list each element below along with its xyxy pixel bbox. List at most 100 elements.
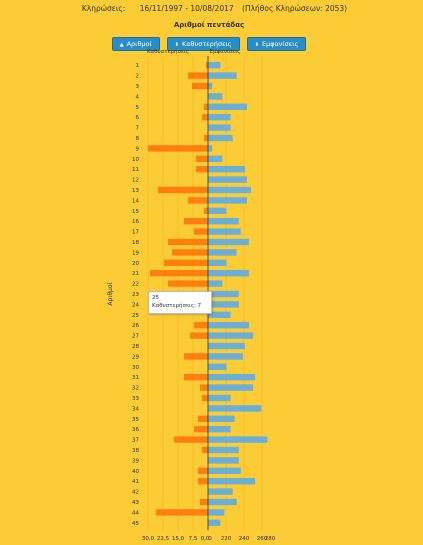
appearance-bar	[208, 394, 231, 402]
appearance-bar	[208, 498, 237, 506]
category-label: 27	[132, 334, 139, 340]
category-label: 21	[132, 271, 139, 277]
delay-bar	[188, 72, 208, 79]
category-label: 39	[132, 458, 139, 464]
category-label: 31	[132, 375, 139, 381]
delay-bar	[200, 384, 208, 391]
right-header: Εμφανίσεις	[210, 48, 241, 55]
appearance-bar	[208, 259, 227, 266]
appearance-bar	[208, 301, 239, 308]
delay-bar	[156, 509, 208, 516]
appearance-bar	[208, 103, 247, 110]
category-label: 28	[132, 344, 139, 350]
category-label: 8	[136, 136, 140, 142]
sort-by-number-button[interactable]: ▲ Αριθμοί	[111, 37, 160, 51]
appearance-bar	[208, 457, 239, 464]
chart-title: Αριθμοί πεντάδας	[173, 21, 245, 29]
category-label: 4	[136, 94, 140, 100]
delay-bar	[172, 249, 208, 256]
x-tick-label: 15,0	[172, 536, 185, 542]
tooltip: 25 Καθυστερήσεις: 7	[148, 291, 212, 314]
sort-by-appearances-button[interactable]: ⬆ Εμφανίσεις	[246, 37, 307, 51]
category-label: 16	[132, 219, 139, 225]
x-tick-label: 0	[208, 536, 212, 542]
category-label: 11	[132, 167, 139, 173]
sort-up-icon: ▲	[119, 42, 124, 48]
category-label: 18	[132, 240, 139, 246]
sort-by-delays-button[interactable]: ⬆ Καθυστερήσεις	[166, 37, 240, 51]
delay-bar	[198, 415, 208, 422]
appearance-bar	[208, 332, 254, 339]
appearance-bar	[208, 134, 233, 142]
appearance-bar	[208, 176, 247, 183]
category-label: 43	[132, 500, 139, 506]
x-tick-label: 22,5	[157, 536, 170, 542]
delay-bar	[204, 207, 208, 214]
appearance-bar	[208, 415, 235, 422]
appearance-bar	[208, 280, 223, 287]
appearance-bar	[208, 509, 225, 516]
category-label: 36	[132, 427, 139, 433]
category-label: 12	[132, 178, 139, 184]
appearance-bar	[208, 186, 252, 194]
category-label: 34	[132, 406, 139, 412]
category-label: 1	[136, 63, 140, 69]
appearance-bar	[208, 207, 227, 214]
category-label: 42	[132, 490, 139, 496]
appearance-bar	[208, 384, 254, 391]
category-label: 35	[132, 417, 139, 423]
category-label: 44	[132, 510, 139, 516]
delay-bar	[196, 155, 208, 162]
tooltip-number: 25	[152, 295, 159, 301]
category-label: 37	[132, 438, 139, 444]
delay-bar	[168, 280, 208, 287]
delay-bar	[150, 270, 208, 277]
delay-bar	[164, 259, 208, 266]
delay-bar	[204, 134, 208, 142]
appearance-bar	[208, 519, 221, 526]
category-label: 19	[132, 250, 139, 256]
x-tick-label: 0,0	[201, 536, 210, 542]
category-label: 9	[136, 146, 140, 152]
category-label: 26	[132, 323, 139, 329]
appearance-bar	[208, 114, 231, 121]
tooltip-text: Καθυστερήσεις: 7	[152, 303, 202, 310]
delay-bar	[194, 322, 208, 329]
delay-bar	[158, 186, 208, 194]
x-tick-label: 220	[221, 536, 232, 542]
x-tick-label: 240	[239, 536, 250, 542]
appearance-bar	[208, 124, 231, 131]
appearance-bar	[208, 426, 231, 433]
delay-bar	[206, 62, 208, 69]
delay-bar	[192, 82, 208, 90]
appearance-bar	[208, 155, 223, 162]
appearance-bar	[208, 62, 221, 69]
appearance-bar	[208, 145, 213, 152]
appearance-bar	[208, 82, 213, 90]
delay-bar	[196, 166, 208, 173]
appearance-bar	[208, 446, 239, 454]
category-label: 32	[132, 386, 139, 392]
delay-bar	[168, 238, 208, 246]
delay-bar	[202, 114, 208, 121]
category-label: 3	[136, 84, 140, 90]
delay-bar	[204, 103, 208, 110]
x-tick-label: 260	[257, 536, 268, 542]
category-label: 24	[132, 302, 139, 308]
category-label: 30	[132, 365, 139, 371]
appearance-bar	[208, 322, 249, 329]
header: Κληρώσεις: 16/11/1997 - 10/08/2017 (Πλήθ…	[0, 4, 423, 13]
draw-count: (Πλήθος Κληρώσεων: 2053)	[242, 4, 348, 13]
appearance-bar	[208, 166, 245, 173]
delay-bar	[198, 467, 208, 474]
appearance-bar	[208, 478, 256, 485]
appearance-bar	[208, 249, 237, 256]
appearance-bar	[208, 363, 227, 370]
appearance-bar	[208, 342, 245, 350]
category-label: 5	[136, 105, 140, 111]
left-header: Καθυστερήσεις	[147, 48, 189, 55]
delay-bar	[194, 426, 208, 433]
delay-bar	[174, 436, 208, 443]
category-label: 45	[132, 521, 139, 527]
